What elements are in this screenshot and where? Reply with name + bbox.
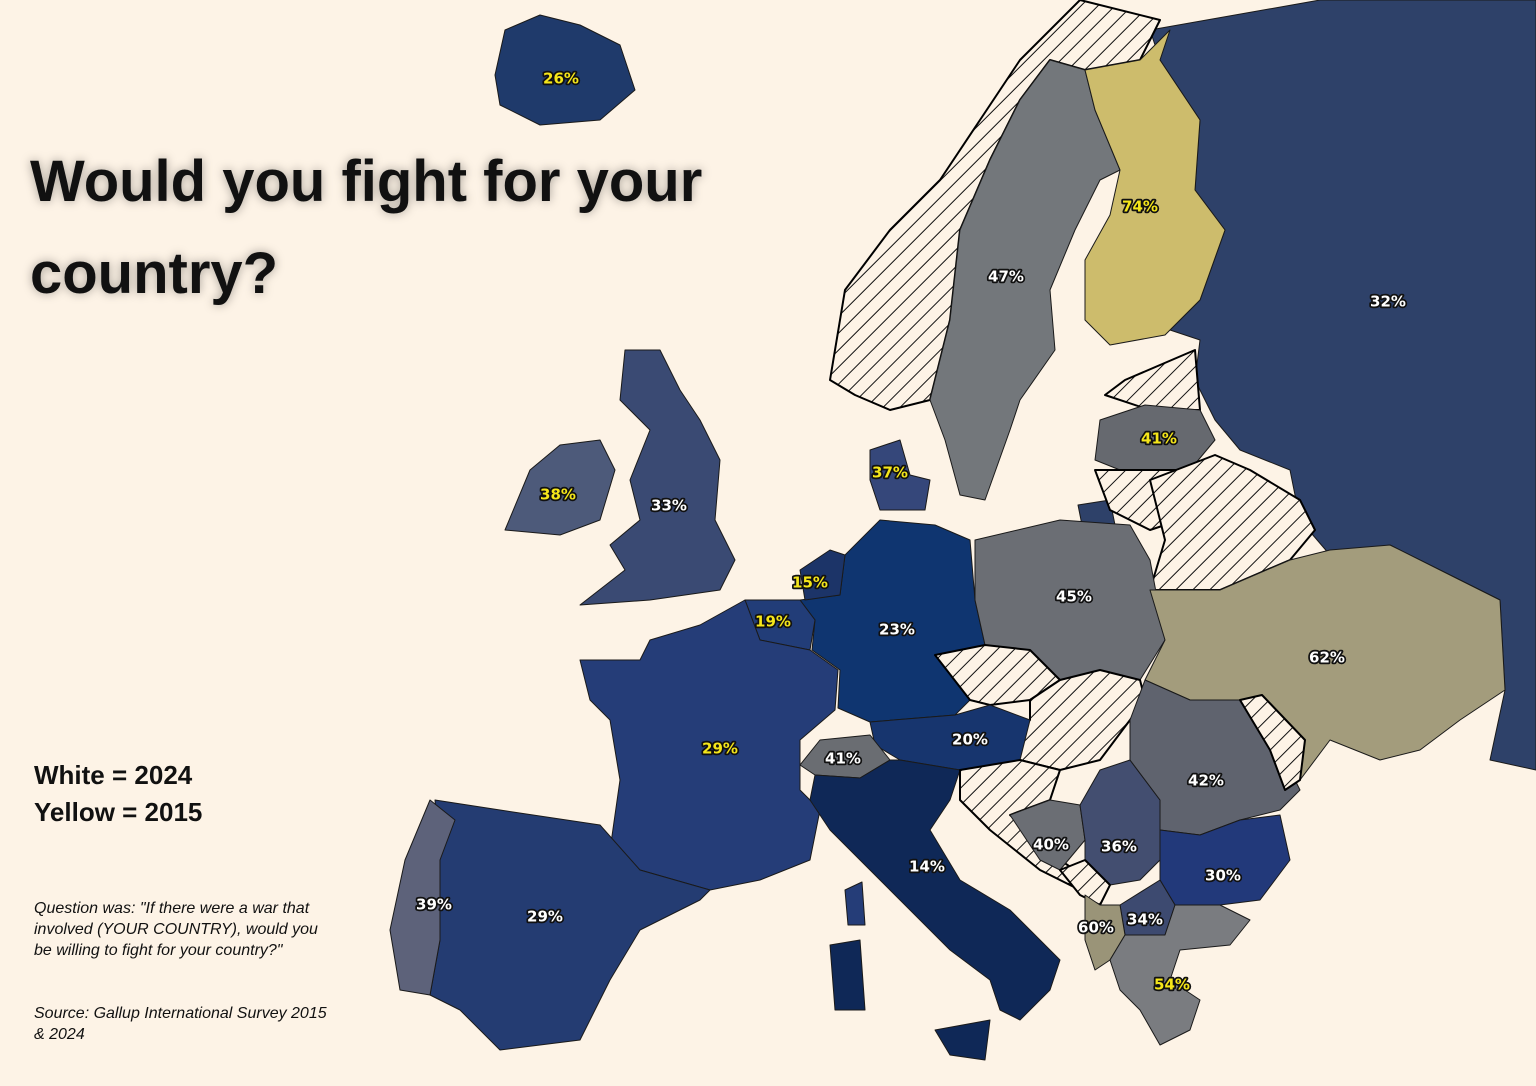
source: Source: Gallup International Survey 2015… [34,1005,327,1043]
note: Question was: "If there were a war that … [34,900,318,959]
country-label: 30% [1205,867,1241,885]
country-label: 62% [1309,649,1345,667]
belarus [1149,454,1316,591]
denmark [869,439,931,511]
country-label: 34% [1127,911,1163,929]
ireland [504,439,616,536]
country-label: 29% [527,908,563,926]
romania [1129,679,1301,836]
country-label: 20% [952,731,988,749]
country-label: 19% [755,613,791,631]
lithuania [1094,404,1216,471]
country-label: 39% [416,896,452,914]
country-label: 47% [988,268,1024,286]
country-label: 37% [872,464,908,482]
france [579,599,839,891]
country-label: 54% [1154,976,1190,994]
country-label: 14% [909,858,945,876]
country-label: 41% [825,750,861,768]
country-label: 29% [702,740,738,758]
corsica [844,881,866,926]
moldova [1239,694,1306,791]
greece [1109,904,1251,1046]
country-label: 45% [1056,588,1092,606]
title: Would you fight for your country? [30,149,703,306]
country-label: 41% [1141,430,1177,448]
iceland [494,14,636,126]
country-label: 36% [1101,838,1137,856]
country-label: 32% [1370,293,1406,311]
sardinia [829,939,866,1011]
finland [1084,29,1226,346]
country-label: 33% [651,497,687,515]
serbia [1079,759,1161,886]
country-label: 38% [540,486,576,504]
country-label: 60% [1078,919,1114,937]
sicily [934,1019,991,1061]
labels: 26% 74% 47% 32% 41% 37% 38% 33% 15% 45% 19% 23% 62% 2… [414,68,1407,996]
countries [389,0,1536,1061]
montenegro-kosovo [1059,859,1111,906]
legend-entry: White = 2024 [34,760,193,790]
legend-entry: Yellow = 2015 [34,797,203,827]
country-label: 42% [1188,772,1224,790]
country-label: 26% [543,70,579,88]
country-label: 23% [879,621,915,639]
netherlands [799,549,846,601]
estonia-latvia [1104,349,1201,411]
portugal [389,799,456,996]
country-label: 74% [1122,198,1158,216]
italy [809,759,1061,1021]
country-label: 15% [792,574,828,592]
country-label: 40% [1033,836,1069,854]
united-kingdom [579,349,736,606]
